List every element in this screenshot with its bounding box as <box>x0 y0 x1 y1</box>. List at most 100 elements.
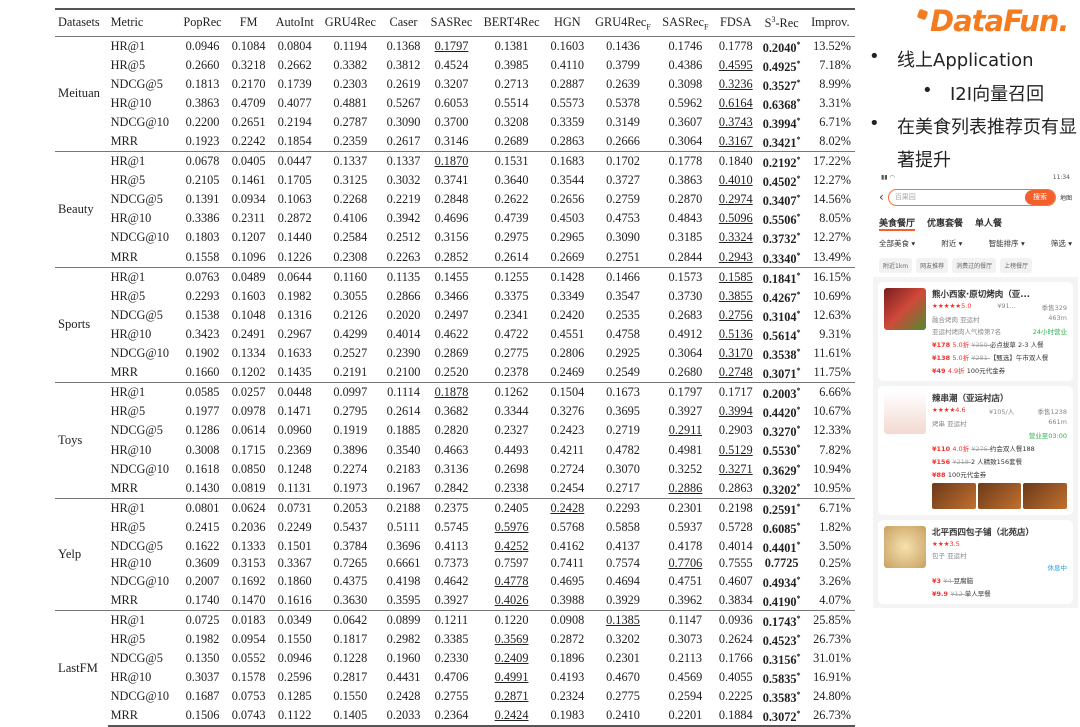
significance-star: * <box>796 58 801 68</box>
food-photo <box>977 483 1022 509</box>
logo-text: DataFun. <box>930 4 1069 38</box>
value-cell: 0.1350 <box>185 651 220 665</box>
value-cell: 0.1063 <box>277 192 312 207</box>
value-cell: 0.2624 <box>718 631 753 646</box>
filter-sort[interactable]: 智能排序 ▾ <box>988 239 1025 248</box>
metric-cell: HR@1 <box>107 266 179 287</box>
value-cell: 0.1550 <box>333 689 368 704</box>
value-cell: 0.1368 <box>381 35 426 56</box>
value-cell: 0.1220 <box>477 609 546 630</box>
significance-star: * <box>796 574 801 584</box>
value-cell: 0.4881 <box>333 95 368 110</box>
deal-price: ¥88 <box>932 471 948 479</box>
improvement-cell: 10.69% <box>813 288 851 303</box>
tab-deals[interactable]: 优惠套餐 <box>927 219 964 229</box>
metric-cell: HR@5 <box>110 631 146 646</box>
value-cell: 0.1746 <box>656 35 714 56</box>
metric-cell: NDCG@5 <box>110 423 163 438</box>
value-cell: 0.4106 <box>333 211 368 226</box>
filter-all-food[interactable]: 全部美食 ▾ <box>879 239 916 248</box>
price-per-person: ¥91... <box>997 302 1016 310</box>
search-input[interactable]: 百果园 搜索 <box>887 188 1056 206</box>
significance-star: * <box>796 155 801 165</box>
value-cell: 0.1131 <box>278 480 312 495</box>
value-cell: 0.1923 <box>185 134 220 149</box>
value-cell: 0.3156 <box>434 230 469 245</box>
table-row: Yelp HR@1 0.0801 0.0624 0.0731 0.2053 0.2188 0.… <box>55 497 855 611</box>
search-button[interactable]: 搜索 <box>1024 189 1055 205</box>
significance-star: * <box>796 709 801 719</box>
tab-restaurants[interactable]: 美食餐厅 <box>879 216 916 231</box>
improvement-cell: 8.99% <box>819 76 851 91</box>
rating-row: ★★★3.5 <box>932 540 1067 548</box>
filter-nearby[interactable]: 附近 ▾ <box>941 239 963 248</box>
rank-row: 休息中 <box>932 562 1068 572</box>
value-cell: 0.4778 <box>494 573 529 588</box>
value-cell: 0.1558 <box>185 249 220 264</box>
value-cell: 0.0552 <box>231 651 266 665</box>
tab-single-meal[interactable]: 单人餐 <box>975 219 1003 229</box>
value-cell: 0.2806 <box>550 346 585 361</box>
column-header: BERT4Rec <box>483 15 540 30</box>
value-cell: 0.5437 <box>333 519 368 534</box>
significance-star: * <box>796 174 801 184</box>
column-header: HGN <box>554 15 581 30</box>
value-cell: 0.2219 <box>386 192 421 207</box>
value-cell: 0.2622 <box>494 192 529 207</box>
value-cell: 0.2751 <box>606 249 640 264</box>
value-cell: 0.1739 <box>277 76 312 91</box>
chip[interactable]: 消费过的餐厅 <box>952 258 997 273</box>
value-cell: 0.2617 <box>386 134 421 149</box>
chip[interactable]: 网友推荐 <box>916 258 949 273</box>
value-cell: 0.4753 <box>606 211 640 226</box>
restaurant-info: 熊小西家·原切烤肉（亚... ★★★★★5.0 ¥91... 季售329 融合烤肉 亚运… <box>932 288 1067 336</box>
value-cell: 0.2293 <box>185 288 220 303</box>
filter-more[interactable]: 筛选 ▾ <box>1050 239 1072 248</box>
value-cell: 0.3595 <box>386 592 421 607</box>
back-icon[interactable]: ‹ <box>879 190 884 204</box>
significance-star: * <box>796 443 801 453</box>
value-cell: 0.1618 <box>185 461 220 476</box>
significance-star: * <box>796 613 801 623</box>
column-header: PopRec <box>183 15 222 30</box>
value-cell: 0.0624 <box>226 497 271 518</box>
metric-cell: MRR <box>107 706 179 727</box>
table-row: Beauty HR@1 0.0678 0.0405 0.0447 0.1337 0.1337… <box>55 151 855 268</box>
value-cell: 0.1960 <box>386 651 421 665</box>
deal-item: ¥9.9 ¥12 单人早餐 <box>932 588 1067 598</box>
bullet-text: 著提升 <box>897 150 951 171</box>
value-cell: 0.5937 <box>668 519 703 534</box>
restaurant-card[interactable]: 北平西四包子铺（北苑店） ★★★3.5 包子 亚运村 休息中 ¥3 ¥4 豆腐脑 ¥9.9… <box>878 520 1073 604</box>
value-cell: 0.2614 <box>494 249 529 264</box>
value-cell: 0.5096 <box>718 211 753 226</box>
deal-discount: 4.9折 <box>947 367 967 375</box>
value-cell: 0.3569 <box>494 631 529 646</box>
dataset-cell: Meituan <box>55 35 108 152</box>
value-cell: 0.2748 <box>718 365 753 380</box>
value-cell: 0.3071* <box>762 366 801 382</box>
value-cell: 0.0743 <box>226 706 271 727</box>
significance-star: * <box>796 270 801 280</box>
value-cell: 0.3929 <box>606 592 640 607</box>
value-cell: 0.4110 <box>550 57 585 72</box>
value-cell: 0.2967 <box>277 326 312 341</box>
value-cell: 0.2719 <box>606 423 640 438</box>
value-cell: 0.3607 <box>668 114 703 129</box>
map-button[interactable]: 地图 <box>1059 194 1072 202</box>
chip[interactable]: 上榜餐厅 <box>1000 258 1033 273</box>
value-cell: 0.2428 <box>386 689 421 704</box>
value-cell: 0.2308 <box>333 249 368 264</box>
significance-star: * <box>796 690 801 700</box>
value-cell: 0.1878 <box>425 382 478 403</box>
value-cell: 0.0946 <box>178 35 227 56</box>
value-cell: 0.1896 <box>550 651 585 665</box>
column-header: GRU4RecF <box>595 14 651 31</box>
deal-description: 100元代金券 <box>966 367 1006 375</box>
value-cell: 0.1967 <box>386 480 421 495</box>
value-cell: 0.3630 <box>333 592 368 607</box>
restaurant-card[interactable]: 熊小西家·原切烤肉（亚... ★★★★★5.0 ¥91... 季售329 融合烤肉 亚运… <box>878 282 1073 381</box>
column-header: Caser <box>389 15 418 30</box>
improvement-cell: 13.52% <box>805 35 855 56</box>
restaurant-card[interactable]: 辣串潮（亚运村店） ★★★★4.6 ¥105/人 季售1238 烤串 亚运村 661m 营业… <box>878 386 1073 515</box>
chip[interactable]: 附近1km <box>879 258 913 273</box>
